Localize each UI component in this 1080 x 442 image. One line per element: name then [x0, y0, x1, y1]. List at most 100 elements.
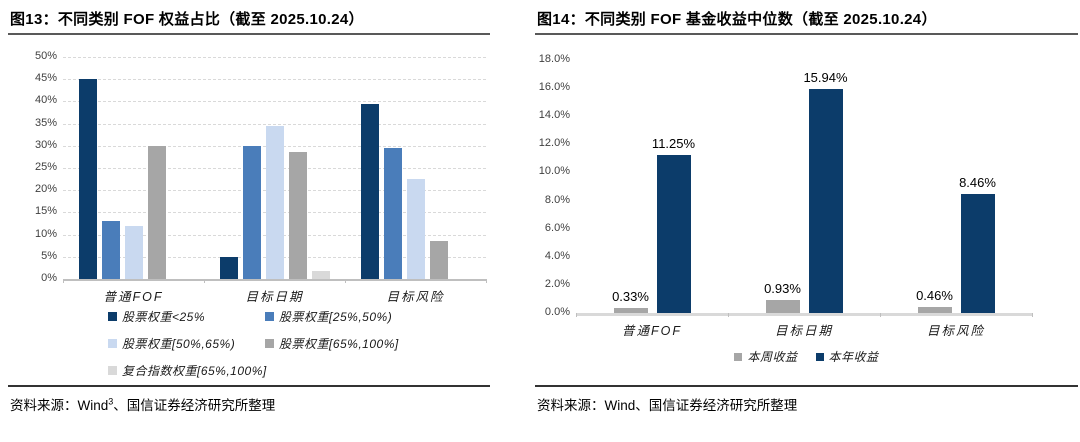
- figure-13-title-rule: [8, 33, 490, 35]
- x-axis-tick: [1032, 313, 1033, 317]
- x-axis-line: [576, 313, 1032, 316]
- category-label: 目标风险: [386, 290, 445, 304]
- y-axis-tick-label: 40%: [34, 94, 57, 107]
- legend-item: 股票权重<25%: [108, 308, 265, 325]
- legend-label: 复合指数权重[65%,100%]: [122, 364, 267, 378]
- bar-fig13-1-3: [288, 152, 307, 279]
- figure-14-chart: 0.0% 2.0% 4.0% 6.0% 8.0% 10.0% 12.0% 14.0% 16.0%…: [535, 40, 1078, 340]
- gridline: [63, 101, 486, 103]
- legend-item: 本周收益: [734, 348, 797, 365]
- bar-fig14-2-0: [917, 306, 952, 313]
- y-axis-tick-label: 0.0%: [544, 306, 570, 318]
- legend-item: 本年收益: [815, 348, 879, 365]
- source-text: 资料来源：Wind、国信证券经济研究所整理: [537, 398, 798, 413]
- value-label: 0.33%: [612, 289, 649, 305]
- bar-fig13-2-3: [429, 241, 448, 279]
- legend-item: 股票权重[65%,100%]: [265, 335, 399, 352]
- category-label: 目标日期: [774, 324, 834, 338]
- legend-label: 本年收益: [828, 350, 879, 364]
- value-label: 8.46%: [959, 175, 996, 191]
- figure-13-title: 图13：不同类别 FOF 权益占比（截至 2025.10.24）: [10, 11, 364, 28]
- figure-13-chart: 0% 5% 10% 15% 20% 25% 30% 35% 40% 45% 50% 普通FOF 目标日期…: [8, 40, 490, 305]
- y-axis-tick-label: 25%: [34, 161, 57, 173]
- bar-fig13-2-0: [360, 103, 379, 279]
- legend-swatch-icon: [108, 339, 117, 348]
- figure-13-source-rule: [8, 385, 490, 387]
- legend-label: 本周收益: [747, 350, 798, 364]
- legend-swatch-icon: [815, 352, 824, 361]
- x-axis-tick: [728, 313, 729, 317]
- legend-item: 股票权重[25%,50%): [265, 308, 399, 325]
- value-label: 0.46%: [916, 287, 953, 303]
- y-axis-tick-label: 14.0%: [538, 109, 570, 122]
- gridline: [63, 57, 486, 58]
- value-label: 15.94%: [803, 69, 848, 85]
- y-axis-tick-label: 0%: [41, 272, 57, 284]
- bar-fig14-0-0: [613, 308, 648, 313]
- category-label: 目标日期: [245, 290, 304, 304]
- bar-fig13-0-0: [78, 79, 97, 279]
- legend-swatch-icon: [108, 366, 117, 375]
- bar-fig14-0-1: [656, 154, 691, 313]
- gridline: [63, 123, 486, 125]
- bar-fig14-1-0: [765, 299, 800, 313]
- y-axis-tick-label: 18.0%: [538, 53, 570, 65]
- figure-14-source-rule: [535, 385, 1078, 387]
- figure-14-legend: 本周收益 本年收益: [535, 348, 1078, 365]
- y-axis-tick-label: 45%: [34, 72, 57, 85]
- bar-fig14-2-1: [960, 194, 995, 313]
- y-axis-tick-label: 2.0%: [544, 277, 570, 290]
- value-label: 11.25%: [651, 135, 696, 151]
- y-axis-tick-label: 5%: [41, 249, 57, 262]
- figure-14-title: 图14：不同类别 FOF 基金收益中位数（截至 2025.10.24）: [537, 11, 937, 28]
- source-suffix: 、国信证券经济研究所整理: [113, 398, 276, 413]
- figure-14-source: 资料来源：Wind、国信证券经济研究所整理: [537, 394, 797, 414]
- legend-swatch-icon: [265, 339, 274, 348]
- bar-fig13-0-2: [124, 225, 143, 279]
- x-axis-tick: [576, 313, 577, 317]
- y-axis-tick-label: 10.0%: [538, 165, 570, 178]
- y-axis-tick-label: 30%: [34, 138, 57, 151]
- bar-fig13-1-1: [242, 145, 261, 279]
- figure-13-source: 资料来源：Wind3、国信证券经济研究所整理: [10, 394, 275, 414]
- legend-swatch-icon: [265, 312, 274, 321]
- legend-label: 股票权重[50%,65%): [122, 337, 236, 351]
- source-prefix: 资料来源：Wind: [10, 398, 109, 413]
- y-axis-tick-label: 12.0%: [538, 137, 570, 150]
- bar-fig13-2-1: [383, 148, 402, 279]
- bar-fig14-1-1: [808, 88, 843, 313]
- x-axis-tick: [486, 279, 487, 283]
- source-footnote-marker: 3: [108, 396, 114, 407]
- x-axis-tick: [880, 313, 881, 317]
- legend-label: 股票权重[65%,100%]: [279, 337, 399, 351]
- y-axis-tick-label: 8.0%: [544, 193, 570, 206]
- figure-13-legend: 股票权重<25% 股票权重[25%,50%) 股票权重[50%,65%) 股票权重[6…: [108, 308, 399, 379]
- y-axis-tick-label: 15%: [34, 205, 57, 218]
- bar-fig13-1-4: [311, 271, 330, 279]
- y-axis-tick-label: 6.0%: [544, 221, 570, 234]
- y-axis-tick-label: 50%: [34, 50, 57, 62]
- legend-label: 股票权重[25%,50%): [279, 310, 393, 324]
- y-axis-tick-label: 35%: [34, 116, 57, 129]
- figure-14-title-rule: [535, 33, 1078, 35]
- bar-fig13-0-3: [147, 145, 166, 279]
- y-axis-tick-label: 16.0%: [538, 81, 570, 94]
- bar-fig13-2-2: [406, 179, 425, 279]
- y-axis-tick-label: 10%: [34, 227, 57, 240]
- x-axis-line: [63, 279, 486, 281]
- category-label: 普通FOF: [622, 324, 682, 338]
- bar-fig13-1-2: [265, 125, 284, 279]
- category-label: 目标风险: [926, 324, 986, 338]
- category-label: 普通FOF: [103, 290, 164, 304]
- bar-fig13-1-0: [219, 256, 238, 279]
- gridline: [63, 79, 486, 81]
- x-axis-tick: [345, 279, 346, 283]
- x-axis-tick: [63, 279, 64, 283]
- bar-fig13-0-1: [101, 221, 120, 279]
- legend-label: 股票权重<25%: [122, 310, 206, 324]
- y-axis-tick-label: 4.0%: [544, 249, 570, 262]
- legend-swatch-icon: [734, 352, 743, 361]
- legend-swatch-icon: [108, 312, 117, 321]
- legend-item: 复合指数权重[65%,100%]: [108, 362, 267, 379]
